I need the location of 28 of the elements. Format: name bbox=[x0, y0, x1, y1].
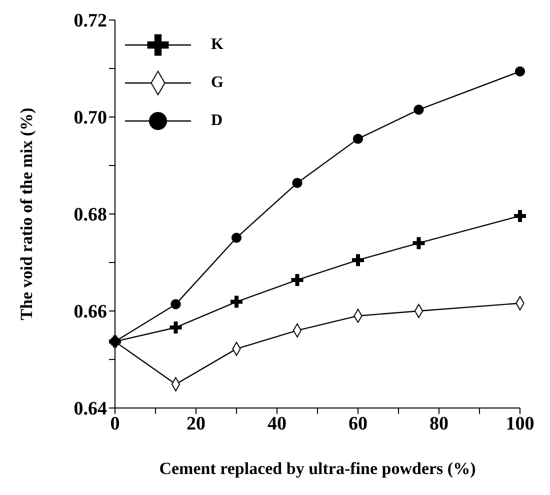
point bbox=[412, 237, 425, 250]
y-tick-label: 0.66 bbox=[74, 302, 107, 323]
x-tick-label: 80 bbox=[430, 413, 448, 434]
point bbox=[231, 232, 242, 243]
y-tick-label: 0.68 bbox=[74, 204, 107, 226]
x-tick-label: 20 bbox=[186, 413, 206, 434]
point bbox=[352, 134, 364, 144]
legend-label: D bbox=[211, 112, 223, 130]
point bbox=[514, 210, 526, 222]
x-tick-label: 40 bbox=[268, 413, 286, 434]
x-tick-label: 60 bbox=[348, 413, 368, 434]
x-tick-label: 0 bbox=[110, 413, 120, 434]
point bbox=[292, 178, 302, 188]
point bbox=[170, 321, 182, 334]
y-axis-title: The void ratio of the mix (%) bbox=[17, 108, 36, 320]
x-tick-label: 100 bbox=[506, 413, 534, 434]
y-tick-label: 0.70 bbox=[74, 108, 107, 129]
point bbox=[414, 104, 424, 115]
point bbox=[352, 254, 364, 266]
y-tick-label: 0.72 bbox=[74, 10, 107, 32]
point bbox=[230, 296, 242, 308]
legend-label: G bbox=[211, 74, 224, 92]
point bbox=[291, 274, 304, 286]
point bbox=[514, 66, 526, 76]
point bbox=[170, 299, 181, 310]
y-tick-label: 0.64 bbox=[74, 398, 108, 420]
x-axis-title: Cement replaced by ultra-fine powders (%) bbox=[159, 459, 476, 478]
legend-label: K bbox=[211, 36, 224, 54]
